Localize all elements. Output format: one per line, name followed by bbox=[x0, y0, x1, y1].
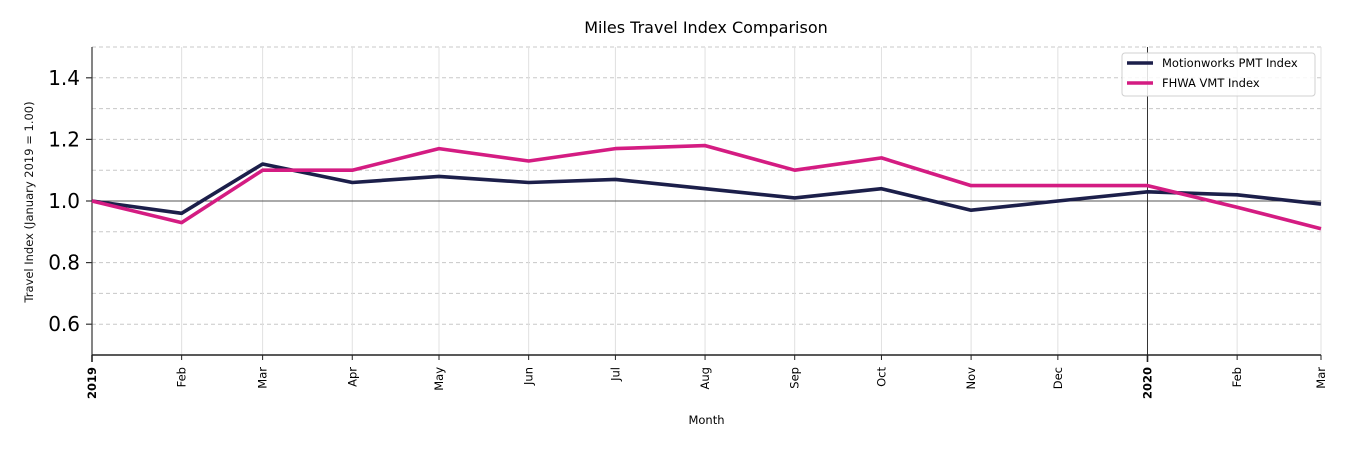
x-tick-label: Sep bbox=[788, 367, 802, 389]
x-tick-label: 2020 bbox=[1140, 367, 1154, 399]
y-tick-label: 0.6 bbox=[48, 312, 80, 336]
x-tick-label: Jul bbox=[608, 367, 622, 382]
x-tick-label: Feb bbox=[1230, 367, 1244, 387]
x-axis-label: Month bbox=[688, 413, 724, 427]
y-tick-label: 1.4 bbox=[48, 66, 80, 90]
x-tick-label: Mar bbox=[256, 367, 270, 389]
x-tick-label: Aug bbox=[698, 367, 712, 389]
x-tick-label: Oct bbox=[874, 367, 888, 387]
chart-title: Miles Travel Index Comparison bbox=[584, 18, 828, 37]
y-tick-label: 0.8 bbox=[48, 251, 80, 275]
y-tick-label: 1.2 bbox=[48, 127, 80, 151]
x-tick-label: Mar bbox=[1314, 367, 1328, 389]
x-tick-label: Feb bbox=[175, 367, 189, 387]
x-tick-label: Nov bbox=[964, 367, 978, 390]
series-line-fhwa-vmt-index bbox=[91, 143, 1322, 231]
x-tick-label: Dec bbox=[1051, 367, 1065, 389]
x-tick-label: Jun bbox=[522, 367, 536, 386]
legend: Motionworks PMT Index FHWA VMT Index bbox=[1121, 52, 1316, 97]
legend-box bbox=[1121, 52, 1316, 97]
x-tick-label: May bbox=[432, 367, 446, 391]
x-tick-label: 2019 bbox=[85, 367, 99, 399]
legend-label: FHWA VMT Index bbox=[1162, 76, 1260, 90]
legend-label: Motionworks PMT Index bbox=[1162, 56, 1298, 70]
y-axis-label: Travel Index (January 2019 = 1.00) bbox=[22, 101, 36, 303]
y-tick-label: 1.0 bbox=[48, 189, 80, 213]
x-tick-label: Apr bbox=[345, 367, 359, 387]
